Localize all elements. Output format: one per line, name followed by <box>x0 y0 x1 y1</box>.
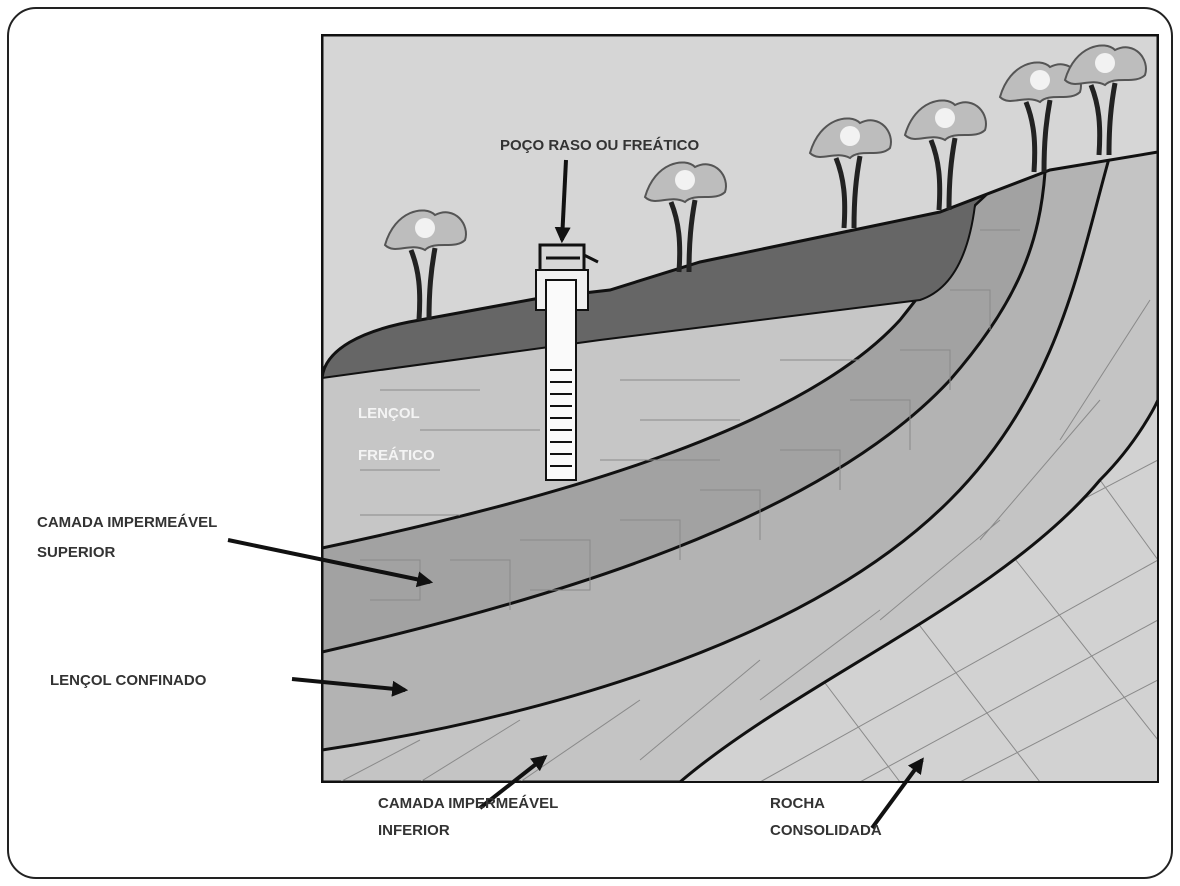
label-lower-layer: CAMADA IMPERMEÁVEL <box>378 795 558 812</box>
label-upper-layer: SUPERIOR <box>37 544 116 561</box>
label-well: POÇO RASO OU FREÁTICO <box>500 137 700 154</box>
label-water-table: FREÁTICO <box>358 447 435 464</box>
label-upper-layer: CAMADA IMPERMEÁVEL <box>37 514 217 531</box>
cross-section <box>322 35 1158 782</box>
label-water-table: LENÇOL <box>358 405 420 422</box>
label-rock: CONSOLIDADA <box>770 822 882 839</box>
water-lines <box>360 359 860 516</box>
rock-grid <box>699 459 1158 782</box>
diagram-border <box>321 34 1159 783</box>
label-rock: ROCHA <box>770 795 825 812</box>
arrows <box>227 159 924 830</box>
label-confined: LENÇOL CONFINADO <box>50 672 207 689</box>
well <box>535 243 599 481</box>
label-lower-layer: INFERIOR <box>378 822 450 839</box>
lower-hatch <box>339 299 1151 782</box>
